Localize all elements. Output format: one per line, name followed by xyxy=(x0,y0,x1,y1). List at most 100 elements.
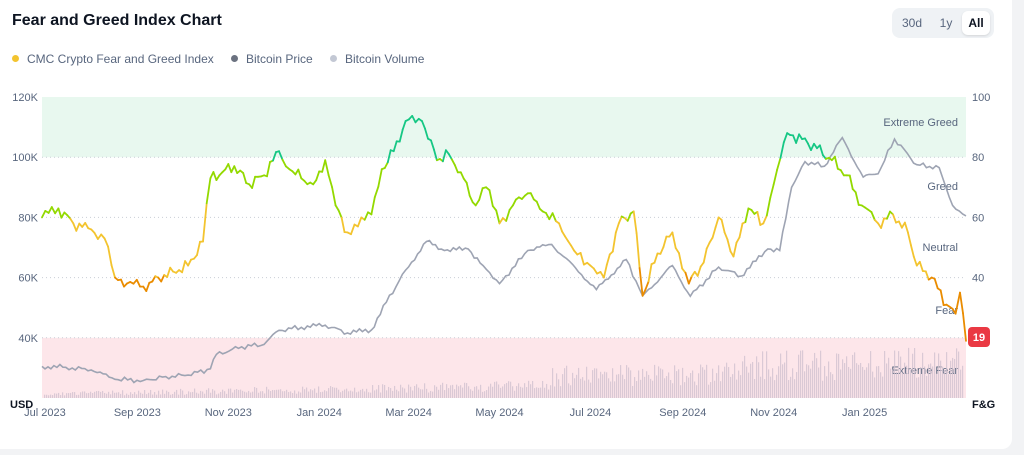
volume-bar xyxy=(508,381,510,398)
volume-bar xyxy=(302,386,304,398)
volume-bar xyxy=(382,384,384,398)
fear-greed-line-segment xyxy=(659,245,665,255)
volume-bar xyxy=(242,390,244,398)
volume-bar xyxy=(850,368,852,398)
volume-bar xyxy=(98,390,100,398)
volume-bar xyxy=(186,394,188,398)
volume-bar xyxy=(60,395,62,398)
volume-bar xyxy=(310,389,312,398)
fear-greed-line-segment xyxy=(886,210,891,220)
fear-greed-line-segment xyxy=(363,211,369,221)
volume-bar xyxy=(534,388,536,398)
volume-bar xyxy=(90,391,92,398)
volume-bar xyxy=(708,384,710,398)
volume-bar xyxy=(762,351,764,398)
volume-bar xyxy=(366,388,368,398)
x-tick-label: Jul 2023 xyxy=(24,407,66,419)
fear-greed-line-segment xyxy=(954,291,961,315)
volume-bar xyxy=(216,394,218,398)
volume-bar xyxy=(618,374,620,398)
legend-dot-bitcoin-price xyxy=(231,55,238,62)
volume-bar xyxy=(246,392,248,398)
fear-greed-line-segment xyxy=(848,174,854,190)
volume-bar xyxy=(824,366,826,398)
volume-bar xyxy=(918,377,920,398)
volume-bar xyxy=(624,379,626,398)
volume-bar xyxy=(518,383,520,398)
volume-bar xyxy=(308,391,310,398)
fear-greed-line-segment xyxy=(765,196,772,217)
volume-bar xyxy=(188,391,190,398)
volume-bar xyxy=(460,385,462,398)
volume-bar xyxy=(96,391,98,398)
fear-greed-line-segment xyxy=(684,271,690,285)
fear-greed-line-segment xyxy=(614,222,620,234)
volume-bar xyxy=(406,392,408,398)
fear-greed-line-segment xyxy=(227,163,233,174)
fear-greed-line-segment xyxy=(215,174,221,182)
volume-bar xyxy=(714,380,716,398)
volume-bar xyxy=(202,391,204,398)
volume-bar xyxy=(676,371,678,398)
fear-greed-line-segment xyxy=(370,196,376,216)
fear-greed-line-segment xyxy=(187,258,192,267)
volume-bar xyxy=(630,370,632,398)
range-tab-all[interactable]: All xyxy=(962,11,990,35)
fear-greed-line-segment xyxy=(324,159,330,177)
fear-greed-series xyxy=(41,115,967,342)
volume-bar xyxy=(772,368,774,398)
volume-bar xyxy=(870,351,872,398)
fear-greed-line-segment xyxy=(135,278,142,288)
volume-bar xyxy=(558,379,560,398)
volume-bar xyxy=(538,387,540,398)
fear-greed-line-segment xyxy=(75,222,81,232)
fear-greed-line-segment xyxy=(834,155,839,170)
volume-bar xyxy=(780,353,782,398)
fear-greed-chart[interactable]: 40K 60K 80K 100K 120K 40 60 80 100 USD F&G Jul 2023… xyxy=(0,0,1012,449)
volume-bar xyxy=(722,371,724,398)
volume-bar xyxy=(296,393,298,398)
fear-greed-line-segment xyxy=(212,171,218,182)
fear-greed-line-segment xyxy=(321,159,327,173)
volume-bar xyxy=(144,390,146,398)
volume-bar xyxy=(208,388,210,398)
volume-bar xyxy=(600,371,602,398)
y-tick-left-label: 100K xyxy=(12,152,38,164)
volume-bar xyxy=(282,391,284,398)
volume-bar xyxy=(664,378,666,398)
fear-greed-line-segment xyxy=(854,191,860,206)
fear-greed-card: Fear and Greed Index Chart 30d 1y All CM… xyxy=(0,0,1012,449)
volume-bar xyxy=(442,382,444,398)
volume-bar xyxy=(604,371,606,398)
fear-greed-line-segment xyxy=(641,288,647,297)
fear-greed-line-segment xyxy=(60,211,66,219)
volume-bar xyxy=(100,391,102,398)
legend-item-bitcoin-volume[interactable]: Bitcoin Volume xyxy=(330,52,424,66)
fear-greed-line-segment xyxy=(103,237,109,248)
fear-greed-line-segment xyxy=(327,174,334,189)
volume-bar xyxy=(268,389,270,398)
fear-greed-line-segment xyxy=(962,312,967,342)
fear-greed-line-segment xyxy=(465,181,471,197)
volume-bar xyxy=(304,389,306,398)
volume-bar xyxy=(496,381,498,398)
volume-bar xyxy=(436,386,438,398)
legend-item-fear-greed[interactable]: CMC Crypto Fear and Greed Index xyxy=(12,52,214,66)
range-tab-30d[interactable]: 30d xyxy=(901,16,923,30)
fear-greed-line-segment xyxy=(687,275,693,285)
volume-bar xyxy=(802,350,804,398)
fear-greed-line-segment xyxy=(356,216,363,228)
volume-bar xyxy=(370,392,372,398)
fear-greed-line-segment xyxy=(297,168,303,180)
volume-bar xyxy=(804,371,806,398)
volume-bar xyxy=(348,391,350,398)
volume-bar xyxy=(820,350,822,398)
fear-greed-line-segment xyxy=(447,153,453,161)
range-tab-1y[interactable]: 1y xyxy=(939,16,953,30)
volume-bar xyxy=(788,380,790,398)
legend-item-bitcoin-price[interactable]: Bitcoin Price xyxy=(231,52,313,66)
volume-bar xyxy=(212,389,214,398)
fear-greed-line-segment xyxy=(401,120,407,131)
fear-greed-line-segment xyxy=(756,210,762,226)
volume-bar xyxy=(134,392,136,398)
